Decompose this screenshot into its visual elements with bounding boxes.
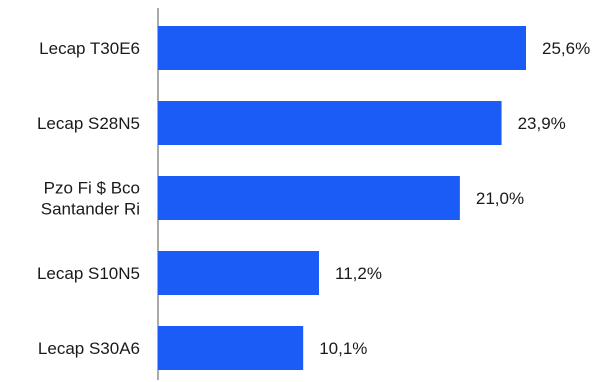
bar-lecap-s28n5: [158, 101, 502, 145]
value-label-lecap-t30e6: 25,6%: [542, 39, 590, 58]
value-label-lecap-s10n5: 11,2%: [335, 264, 382, 283]
bar-lecap-t30e6: [158, 26, 526, 70]
value-label-lecap-s28n5: 23,9%: [518, 114, 566, 133]
category-label-lecap-s30a6: Lecap S30A6: [38, 339, 140, 358]
value-label-pzo-fi-bco-santander-ri: 21,0%: [476, 189, 524, 208]
bars-group: [158, 26, 526, 370]
bar-pzo-fi-bco-santander-ri: [158, 176, 460, 220]
category-label-lecap-t30e6: Lecap T30E6: [39, 39, 140, 58]
bar-lecap-s10n5: [158, 251, 319, 295]
category-labels: Lecap T30E6 Lecap S28N5 Pzo Fi $ Bco Santan…: [37, 39, 140, 358]
category-label-lecap-s10n5: Lecap S10N5: [37, 264, 140, 283]
value-labels: 25,6% 23,9% 21,0% 11,2% 10,1%: [319, 39, 590, 358]
bar-lecap-s30a6: [158, 326, 304, 370]
category-label-pzo-fi-bco-santander-ri: Pzo Fi $ Bco Santander Ri: [41, 179, 140, 219]
value-label-lecap-s30a6: 10,1%: [319, 339, 367, 358]
category-label-lecap-s28n5: Lecap S28N5: [37, 114, 140, 133]
